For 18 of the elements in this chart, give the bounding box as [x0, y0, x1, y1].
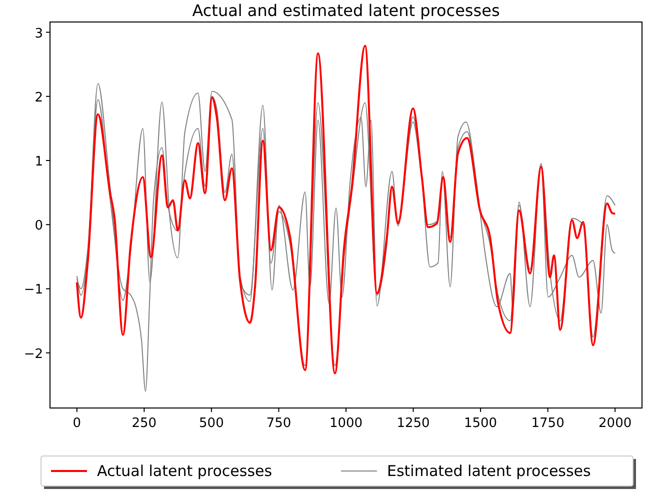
- y-tick-label: −2: [24, 346, 43, 362]
- x-tick-label: 1000: [329, 416, 363, 431]
- x-tick-label: 500: [199, 416, 224, 431]
- x-tick-label: 250: [132, 416, 157, 431]
- x-tick-label: 0: [72, 416, 82, 431]
- y-tick-label: −1: [24, 282, 43, 298]
- chart-title: Actual and estimated latent processes: [192, 1, 500, 20]
- x-tick-label: 1500: [464, 416, 498, 431]
- x-tick-label: 1250: [396, 416, 430, 431]
- x-tick-label: 2000: [598, 416, 632, 431]
- x-tick-label: 1750: [531, 416, 564, 431]
- y-tick-label: 0: [34, 218, 43, 234]
- legend-label: Actual latent processes: [97, 462, 272, 480]
- legend-label: Estimated latent processes: [387, 462, 592, 480]
- y-tick-label: 2: [34, 90, 43, 106]
- y-tick-label: 3: [34, 26, 43, 42]
- x-tick-label: 750: [266, 416, 292, 431]
- y-tick-label: 1: [34, 154, 43, 170]
